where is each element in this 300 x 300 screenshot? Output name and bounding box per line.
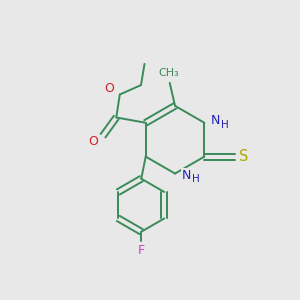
- Text: N: N: [182, 169, 191, 182]
- Text: H: H: [192, 174, 200, 184]
- Text: N: N: [211, 114, 220, 127]
- Text: H: H: [221, 120, 229, 130]
- Text: O: O: [88, 134, 98, 148]
- Text: O: O: [104, 82, 114, 94]
- Text: F: F: [138, 244, 145, 257]
- Text: S: S: [239, 149, 249, 164]
- Text: CH₃: CH₃: [158, 68, 178, 78]
